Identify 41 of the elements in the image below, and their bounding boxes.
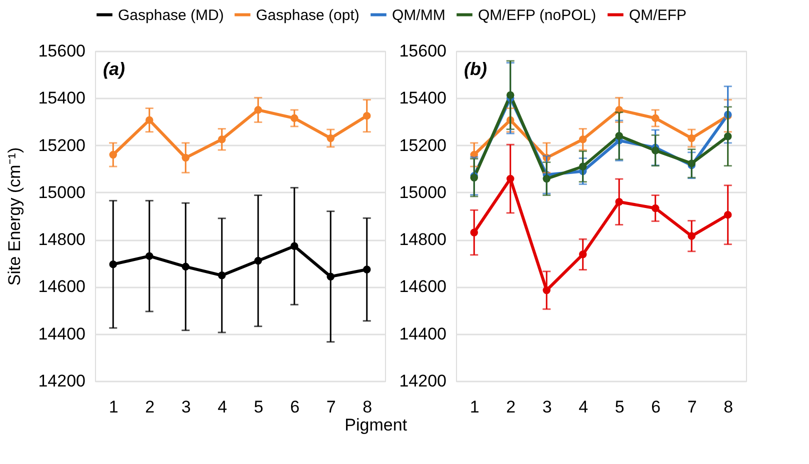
x-tick-label: 6 <box>290 398 300 416</box>
annotation: (b) <box>464 59 487 79</box>
annotation: (a) <box>103 59 126 79</box>
y-tick-label: 14400 <box>399 324 446 344</box>
x-tick-label: 3 <box>542 398 552 416</box>
x-tick-label: 6 <box>651 398 661 416</box>
y-tick-label: 14600 <box>38 277 86 296</box>
y-tick-label: 15600 <box>38 42 86 60</box>
x-tick-label: 8 <box>362 398 372 416</box>
y-tick-label: 14400 <box>38 324 86 344</box>
y-tick-label: 15400 <box>399 88 446 108</box>
y-tick-label: 14600 <box>399 277 446 296</box>
legend-label: QM/MM <box>392 6 446 24</box>
y-tick-label: 15000 <box>38 182 86 202</box>
y-tick-label: 15400 <box>38 88 86 108</box>
x-tick-label: 8 <box>724 398 734 416</box>
x-tick-label: 7 <box>326 398 336 416</box>
x-tick-label: 1 <box>108 398 118 416</box>
x-tick-label: 5 <box>254 398 264 416</box>
y-tick-label: 14200 <box>38 372 86 390</box>
y-tick-label: 15000 <box>399 182 446 202</box>
x-tick-label: 4 <box>578 398 588 416</box>
x-tick-label: 4 <box>218 398 228 416</box>
y-tick-label: 15200 <box>38 136 86 155</box>
x-tick-label: 1 <box>470 398 480 416</box>
legend-label: Gasphase (MD) <box>118 6 224 24</box>
y-tick-label: 15200 <box>399 136 446 155</box>
y-tick-label: 14200 <box>399 372 446 390</box>
y-tick-label: 14800 <box>399 230 446 250</box>
x-tick-label: 7 <box>687 398 697 416</box>
x-tick-label: 2 <box>145 398 155 416</box>
y-tick-label: 14800 <box>38 230 86 250</box>
y-tick-label: 15600 <box>399 42 446 60</box>
x-axis-title: Pigment <box>344 416 408 434</box>
x-tick-label: 5 <box>614 398 624 416</box>
legend-label: QM/EFP <box>629 6 687 24</box>
legend-label: Gasphase (opt) <box>256 6 360 24</box>
y-axis-title: Site Energy (cm⁻¹) <box>5 147 24 286</box>
x-tick-label: 3 <box>181 398 191 416</box>
x-tick-label: 2 <box>506 398 516 416</box>
legend-label: QM/EFP (noPOL) <box>478 6 596 24</box>
